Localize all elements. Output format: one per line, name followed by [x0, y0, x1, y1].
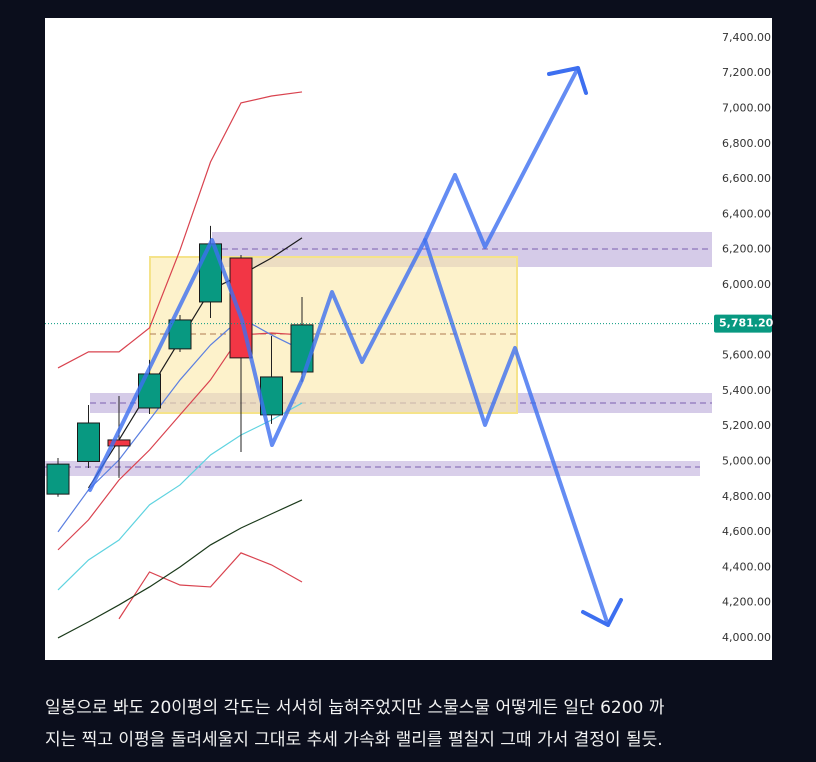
projection-path [423, 238, 610, 627]
indicator-lines [57, 91, 303, 639]
candle-body [290, 324, 314, 373]
y-tick-label: 4,200.00 [722, 596, 771, 609]
caption: 일봉으로 봐도 20이평의 각도는 서서히 눕혀주었지만 스물스물 어떻게든 일… [45, 692, 795, 756]
y-tick-label: 6,200.00 [722, 243, 771, 256]
indicator-line [87, 237, 303, 489]
projection [88, 66, 623, 627]
indicator-line [57, 499, 303, 639]
y-tick-label: 5,000.00 [722, 454, 771, 467]
indicator-line [57, 91, 303, 369]
last-price-label: 5,781.20 [719, 317, 774, 330]
indicator-line [118, 552, 303, 620]
candles [46, 225, 314, 497]
candle-body [107, 439, 131, 447]
y-tick-label: 6,600.00 [722, 172, 771, 185]
indicator-line [57, 317, 303, 533]
y-tick-label: 4,800.00 [722, 490, 771, 503]
caption-line: 지는 찍고 이평을 돌려세울지 그대로 추세 가속화 랠리를 펼칠지 그때 가서… [45, 730, 663, 750]
caption-line: 일봉으로 봐도 20이평의 각도는 서서히 눕혀주었지만 스물스물 어떻게든 일… [45, 698, 665, 718]
arrow-head [581, 598, 623, 627]
y-tick-label: 7,200.00 [722, 66, 771, 79]
zone-box [45, 461, 700, 476]
indicator-line [57, 402, 303, 591]
candle-body [46, 463, 70, 495]
y-tick-label: 5,600.00 [722, 349, 771, 362]
arrow-head [547, 66, 588, 95]
candle-body [168, 319, 192, 350]
y-tick-label: 5,400.00 [722, 384, 771, 397]
candle-body [77, 422, 100, 462]
y-tick-label: 6,000.00 [722, 278, 771, 291]
indicator-line [57, 332, 303, 551]
y-tick-label: 4,600.00 [722, 525, 771, 538]
y-tick-label: 6,400.00 [722, 207, 771, 220]
y-tick-label: 7,400.00 [722, 31, 771, 44]
y-tick-label: 7,000.00 [722, 102, 771, 115]
price-axis: 4,000.00 4,200.00 4,400.00 4,600.00 4,800.00… [45, 31, 774, 644]
chart: 4,000.00 4,200.00 4,400.00 4,600.00 4,800.00… [45, 18, 774, 660]
candle-body [138, 373, 161, 409]
y-tick-label: 4,000.00 [722, 631, 771, 644]
last-price-box [714, 314, 772, 333]
y-tick-label: 6,800.00 [722, 137, 771, 150]
projection-path [88, 66, 580, 492]
y-tick-label: 4,400.00 [722, 560, 771, 573]
y-tick-label: 5,200.00 [722, 419, 771, 432]
